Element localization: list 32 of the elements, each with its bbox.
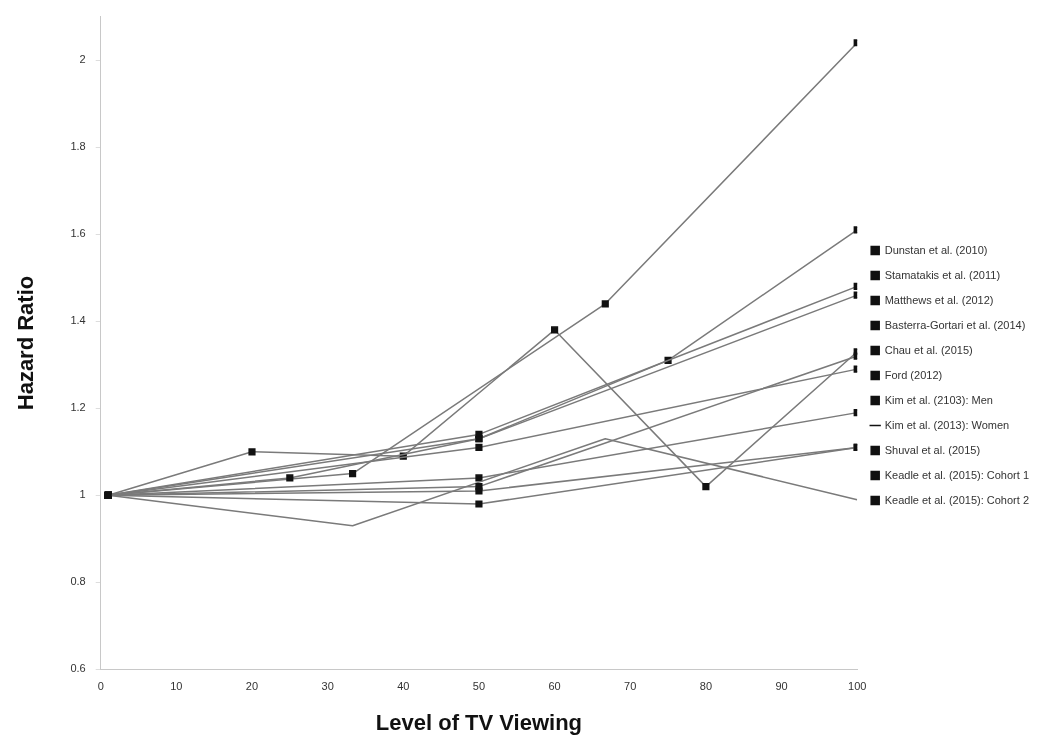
- legend-label: Kim et al. (2013): Women: [884, 418, 1010, 431]
- legend-label: Stamatakis et al. (2011): [884, 268, 1001, 281]
- legend-label: Basterra-Gortari et al. (2014): [884, 318, 1026, 331]
- x-tick-label: 20: [245, 680, 259, 693]
- x-tick-label: 80: [699, 680, 713, 693]
- legend-label: Keadle et al. (2015): Cohort 1: [884, 468, 1029, 481]
- legend-label: Chau et al. (2015): [884, 343, 973, 356]
- x-tick-label: 50: [472, 680, 486, 693]
- y-axis-title: Hazard Ratio: [13, 275, 39, 411]
- x-tick-label: 10: [170, 680, 183, 693]
- legend-label: Ford (2012): [884, 368, 943, 381]
- y-tick-label: 2: [79, 53, 86, 66]
- legend-label: Keadle et al. (2015): Cohort 2: [884, 493, 1029, 506]
- x-tick-label: 90: [775, 680, 788, 693]
- x-tick-label: 100: [848, 680, 867, 693]
- x-axis-title: Level of TV Viewing: [375, 709, 583, 735]
- legend-label: Shuval et al. (2015): [884, 443, 981, 456]
- legend-label: Kim et al. (2103): Men: [884, 393, 993, 406]
- y-tick-label: 1.4: [70, 314, 86, 327]
- y-tick-label: 1.8: [70, 140, 86, 153]
- legend-label: Dunstan et al. (2010): [884, 243, 988, 256]
- y-tick-label: 1.6: [70, 227, 86, 240]
- y-tick-label: 1: [79, 488, 86, 501]
- x-tick-label: 40: [397, 680, 410, 693]
- y-tick-label: 0.6: [70, 662, 86, 675]
- x-tick-label: 60: [548, 680, 561, 693]
- y-tick-label: 1.2: [70, 401, 86, 414]
- x-tick-label: 0: [97, 680, 104, 693]
- legend-label: Matthews et al. (2012): [884, 293, 994, 306]
- y-tick-label: 0.8: [70, 575, 86, 588]
- x-tick-label: 30: [321, 680, 334, 693]
- x-tick-label: 70: [624, 680, 637, 693]
